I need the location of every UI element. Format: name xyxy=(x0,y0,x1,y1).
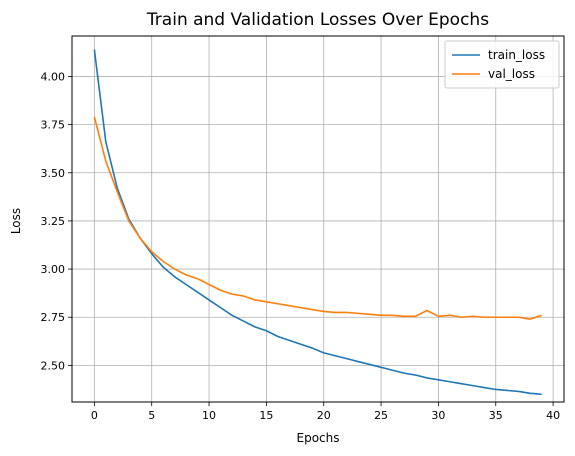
y-tick-label: 3.25 xyxy=(41,215,66,228)
y-tick-label: 3.00 xyxy=(41,263,66,276)
x-tick-label: 30 xyxy=(431,409,445,422)
legend-box xyxy=(444,40,560,89)
x-tick-label: 40 xyxy=(546,409,560,422)
chart-title: Train and Validation Losses Over Epochs xyxy=(146,10,489,30)
y-tick-label: 3.75 xyxy=(41,119,66,132)
x-axis-label: Epochs xyxy=(297,431,340,445)
x-tick-label: 10 xyxy=(202,409,216,422)
plot-frame xyxy=(71,35,565,403)
legend: train_loss val_loss xyxy=(444,40,560,89)
ticks: 0 5 10 15 20 25 30 35 40 2.50 2.75 3.00 3.25 3.50 3.75… xyxy=(41,70,561,422)
legend-label: train_loss xyxy=(488,48,545,62)
x-tick-label: 0 xyxy=(91,409,98,422)
y-tick-label: 3.50 xyxy=(41,167,66,180)
series-line-val-loss xyxy=(93,116,542,320)
legend-label: val_loss xyxy=(488,67,535,81)
y-tick-label: 2.75 xyxy=(41,311,66,324)
y-tick-label: 4.00 xyxy=(41,70,66,83)
series-layer xyxy=(93,49,542,396)
series-line-train-loss xyxy=(93,49,542,396)
x-tick-label: 20 xyxy=(317,409,331,422)
x-tick-label: 25 xyxy=(374,409,388,422)
x-tick-label: 15 xyxy=(259,409,273,422)
y-axis-label: Loss xyxy=(9,208,23,234)
x-tick-label: 35 xyxy=(489,409,503,422)
x-tick-label: 5 xyxy=(148,409,155,422)
y-tick-label: 2.50 xyxy=(41,359,66,372)
